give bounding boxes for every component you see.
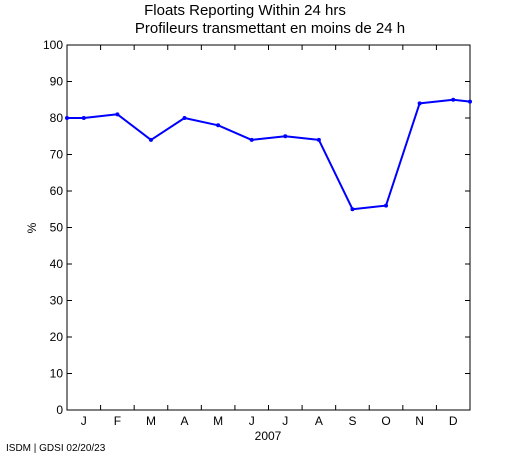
plot-area: 0 10 20 30 40 50 60 70 80 90 100 J F M A M J J A S O N D [43, 38, 472, 428]
x-tick-label: M [213, 414, 223, 428]
y-tick-label: 10 [50, 367, 64, 381]
x-tick-label: J [282, 414, 288, 428]
series-line [67, 98, 471, 211]
data-point [216, 123, 221, 128]
y-tick-label: 20 [50, 330, 64, 344]
y-tick-label: 80 [50, 111, 64, 125]
x-tick-label: M [146, 414, 156, 428]
data-point [182, 116, 187, 120]
y-tick-label: 0 [56, 403, 63, 417]
data-point [148, 137, 153, 142]
data-point [468, 99, 472, 104]
data-point [249, 137, 254, 142]
x-tick-label: O [381, 414, 390, 428]
y-tick-label: 30 [50, 294, 64, 308]
y-tick-label: 50 [50, 221, 64, 235]
plot-frame [66, 44, 471, 411]
x-tick-label: J [249, 414, 255, 428]
x-tick-label: S [348, 414, 356, 428]
data-point [316, 137, 321, 142]
data-point [350, 207, 355, 212]
chart-subtitle: Profileurs transmettant en moins de 24 h [135, 20, 405, 37]
y-tick-label: 100 [43, 38, 63, 52]
x-tick-label: D [449, 414, 458, 428]
data-point [115, 112, 120, 117]
y-tick-label: 40 [50, 257, 64, 271]
data-point [65, 116, 69, 120]
y-tick-label: 60 [50, 184, 64, 198]
x-axis-label: 2007 [255, 429, 282, 443]
x-tick-label: A [315, 414, 323, 428]
footer-credit: ISDM | GDSI 02/20/23 [6, 443, 106, 454]
data-point [283, 134, 288, 139]
x-tick-label: F [114, 414, 121, 428]
data-point [384, 203, 389, 208]
chart-title: Floats Reporting Within 24 hrs [144, 2, 346, 19]
data-point [451, 97, 456, 102]
y-axis-label: % [25, 222, 39, 233]
y-tick-label: 70 [50, 148, 64, 162]
data-point [81, 116, 86, 120]
y-tick-label: 90 [50, 75, 64, 89]
x-tick-label: N [415, 414, 424, 428]
data-point [417, 101, 422, 106]
x-tick-label: A [181, 414, 189, 428]
x-tick-label: J [81, 414, 87, 428]
